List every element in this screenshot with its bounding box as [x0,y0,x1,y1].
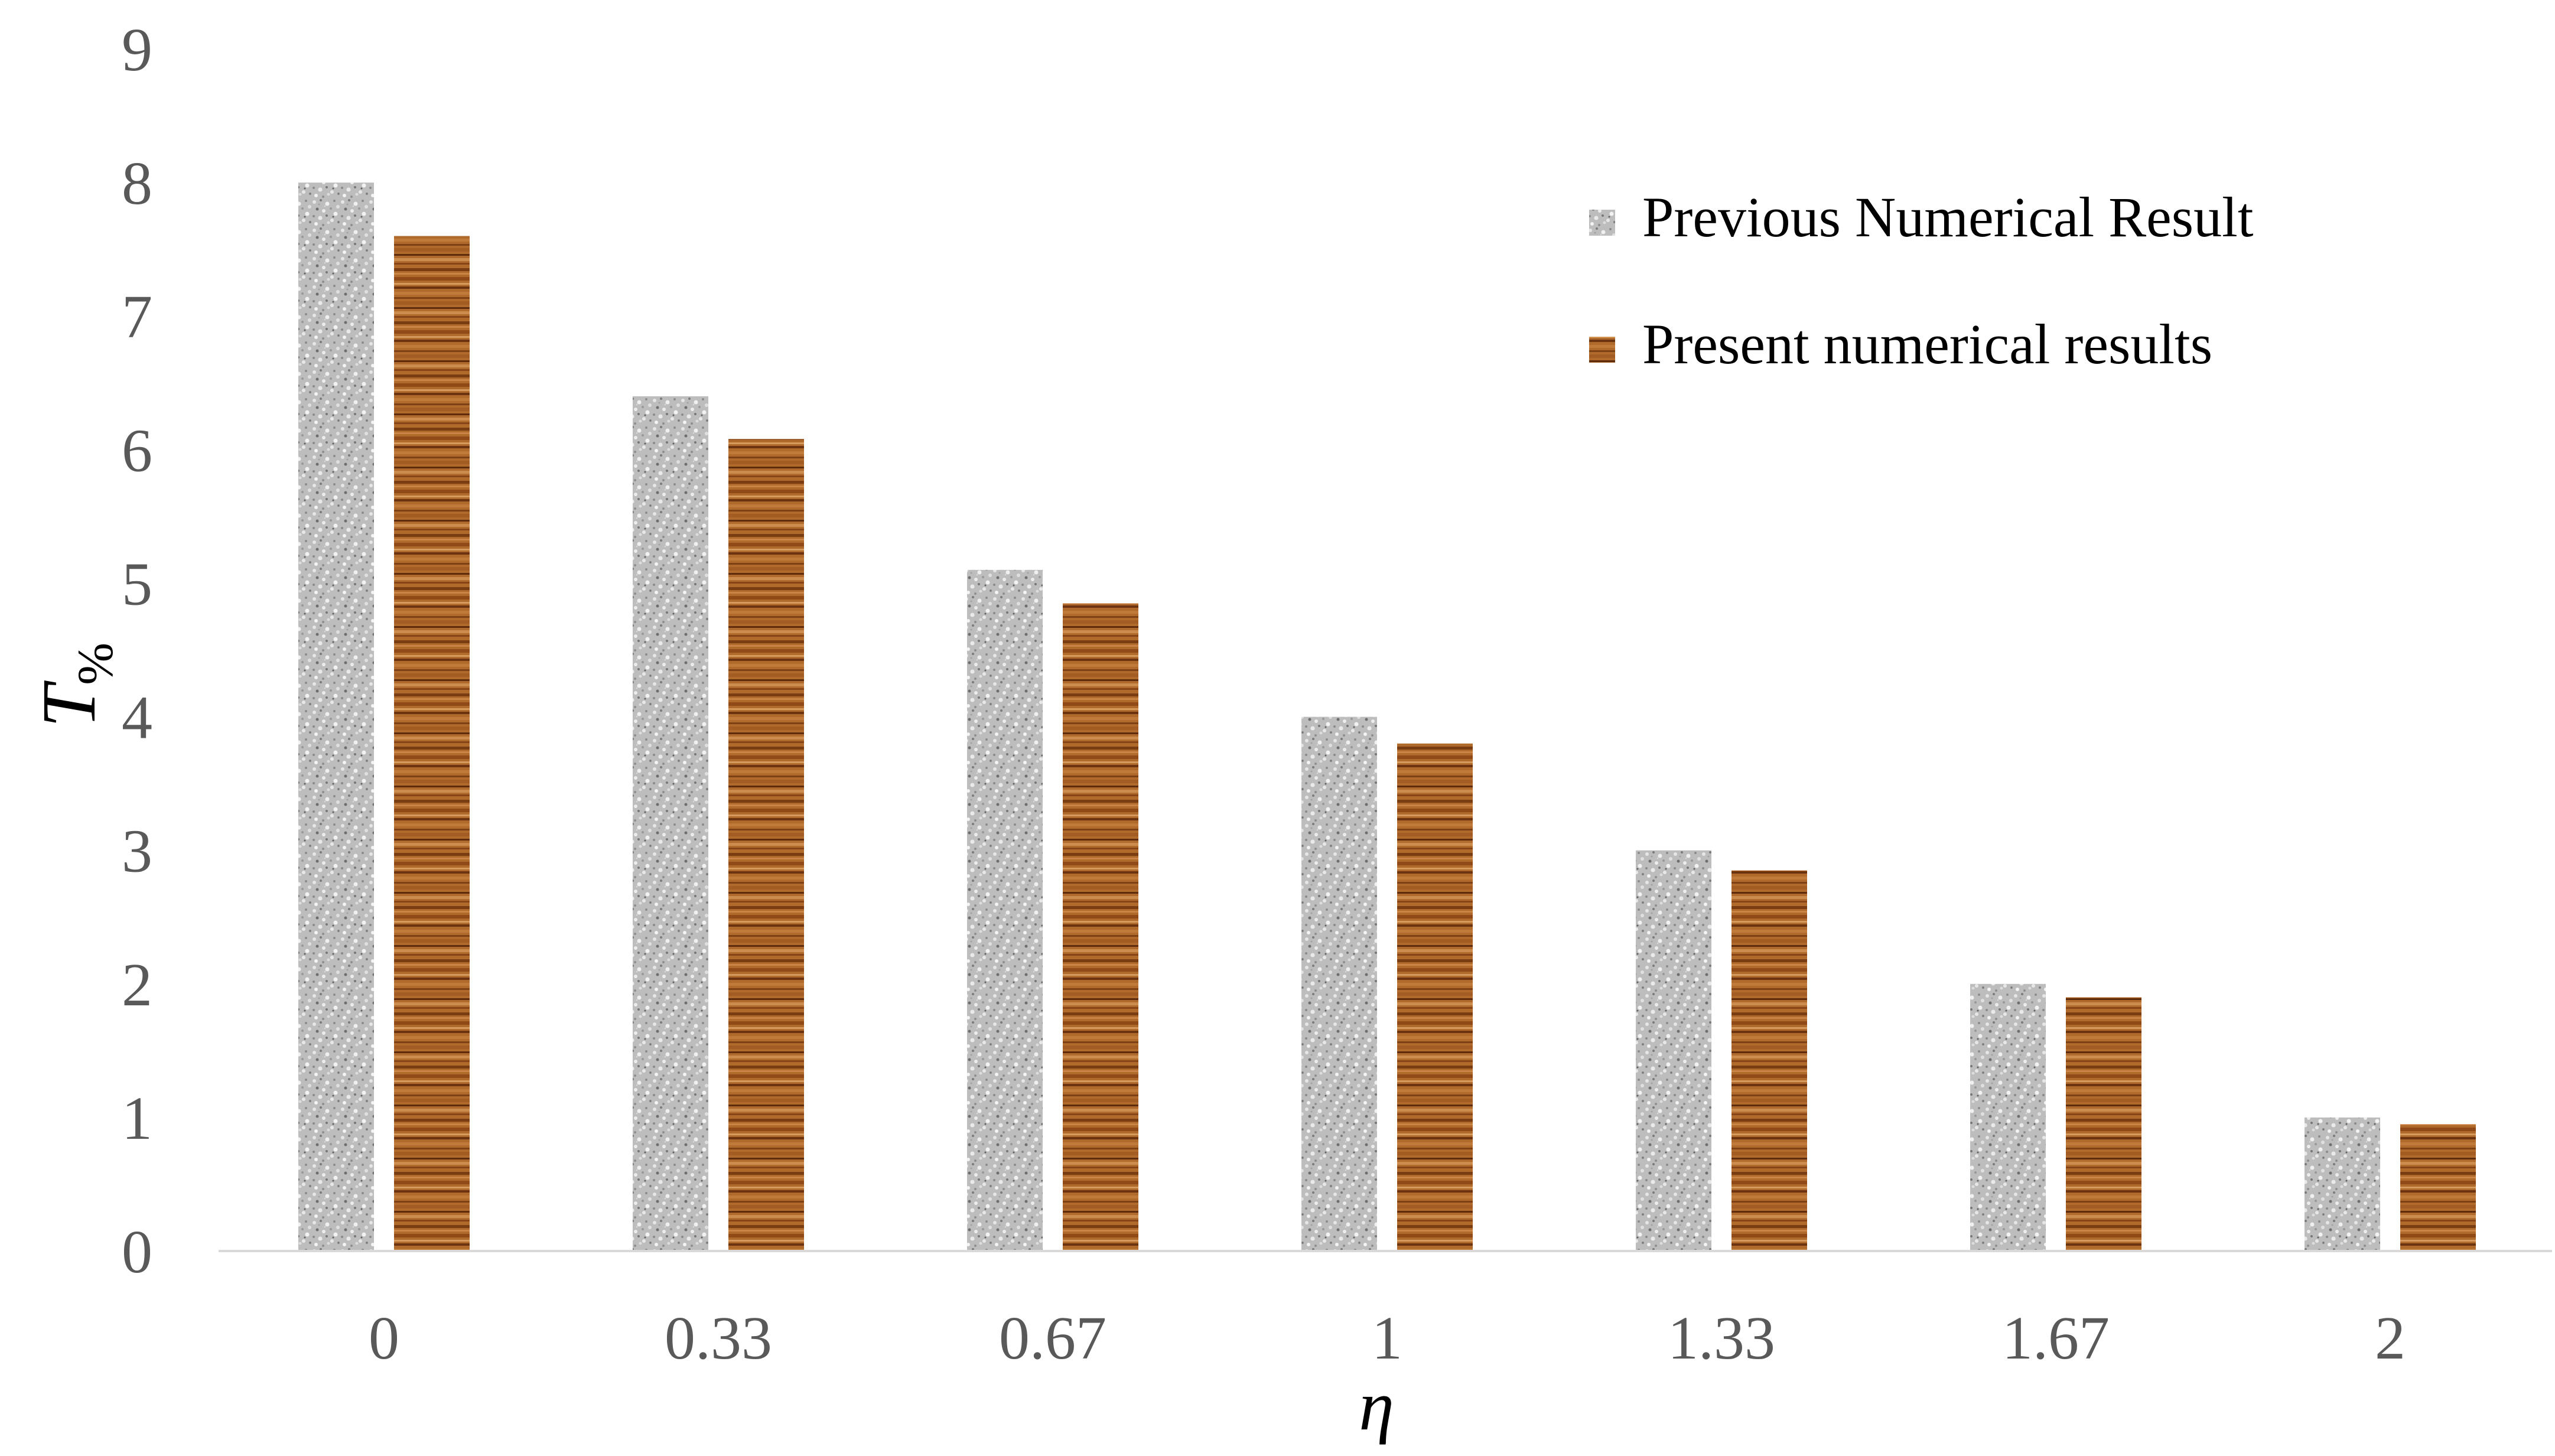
y-tick-label: 1 [122,1084,152,1152]
bar-present-6 [2400,1124,2476,1251]
bar-previous-2 [967,569,1043,1252]
x-axis-label: η [1359,1366,1394,1445]
x-tick-label: 2 [2375,1304,2406,1372]
x-tick-label: 0.33 [665,1304,772,1372]
y-tick-label: 6 [122,416,152,484]
y-axis-label: T% [27,643,123,728]
y-tick-label: 4 [122,684,152,752]
bar-present-4 [1731,870,1807,1251]
y-tick-label: 0 [122,1218,152,1286]
x-tick-label: 1.33 [1668,1304,1775,1372]
y-tick-label: 9 [122,16,152,84]
y-tick-label: 2 [122,951,152,1019]
bar-previous-6 [2305,1117,2380,1251]
bar-present-1 [728,439,804,1252]
legend: Previous Numerical Result Present numeric… [1589,185,2254,376]
bar-present-2 [1063,603,1138,1251]
x-tick-label: 1 [1372,1304,1402,1372]
x-tick-label: 1.67 [2002,1304,2110,1372]
y-axis-label-main: T [27,680,112,728]
axis-layer: 0 1 2 3 4 5 6 7 8 9 0 0.33 0.67 1 1.33 1.67 2 η T% [27,16,2552,1445]
bar-previous-5 [1970,983,2046,1251]
legend-label-previous: Previous Numerical Result [1642,185,2254,249]
x-tick-label: 0 [369,1304,399,1372]
y-tick-label: 5 [122,550,152,618]
bars-layer [298,183,2476,1252]
bar-previous-3 [1301,716,1377,1251]
bar-present-0 [394,236,470,1251]
legend-swatch-present [1589,337,1615,363]
y-tick-label: 8 [122,149,152,217]
bar-present-3 [1397,743,1473,1251]
bar-previous-0 [298,183,374,1252]
y-tick-label: 7 [122,283,152,351]
bar-previous-4 [1636,850,1711,1251]
legend-swatch-previous [1589,210,1615,236]
x-tick-label: 0.67 [999,1304,1106,1372]
bar-previous-1 [633,396,708,1251]
legend-label-present: Present numerical results [1642,312,2212,376]
bar-present-5 [2066,997,2141,1251]
y-axis-label-subscript: % [67,643,123,685]
y-tick-label: 3 [122,817,152,885]
